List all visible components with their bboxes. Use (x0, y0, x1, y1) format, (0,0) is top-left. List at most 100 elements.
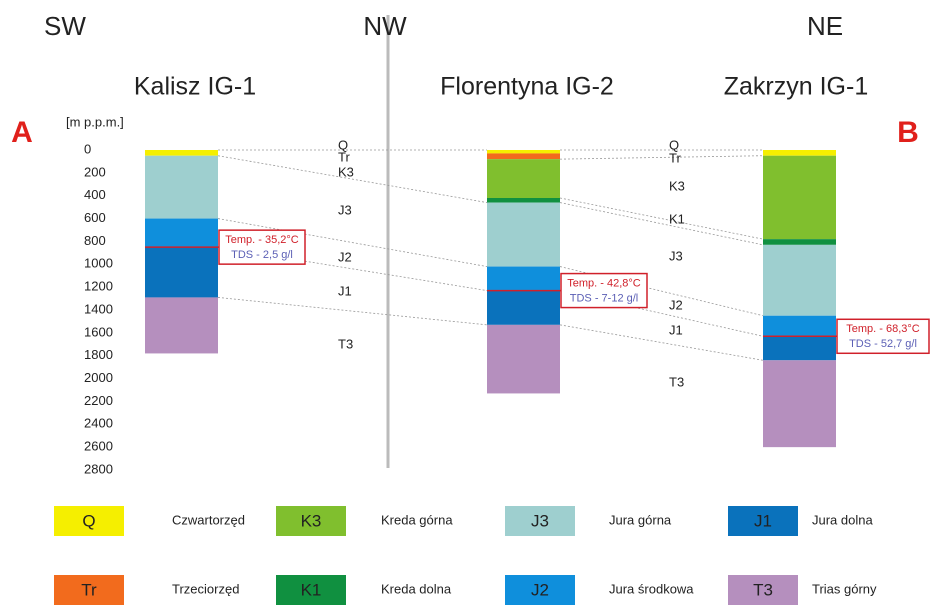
layer (487, 202, 560, 267)
section-label: J1 (669, 322, 683, 337)
depth-tick-label: 400 (84, 187, 106, 202)
legend-code: J3 (531, 511, 549, 530)
tds: TDS - 2,5 g/l (231, 249, 293, 261)
layer (487, 153, 560, 160)
layer (145, 297, 218, 354)
layer (487, 290, 560, 325)
legend-name: Kreda górna (381, 512, 453, 527)
legend-name: Jura górna (609, 512, 672, 527)
legend-swatch (505, 575, 575, 605)
section-label: J2 (338, 249, 352, 264)
section-label: Tr (338, 149, 350, 164)
tds: TDS - 52,7 g/l (849, 338, 917, 350)
legend-swatch (505, 506, 575, 536)
marker: A (11, 116, 33, 149)
layer (763, 336, 836, 361)
legend-code: J1 (754, 511, 772, 530)
layer (145, 247, 218, 298)
legend-code: Q (82, 511, 95, 530)
marker: B (897, 116, 919, 149)
depth-tick-label: 2800 (84, 461, 113, 476)
section-label: K1 (669, 211, 685, 226)
legend-code: T3 (753, 580, 773, 599)
depth-tick-label: 1400 (84, 301, 113, 316)
correlation-line (559, 324, 764, 361)
legend-code: J2 (531, 580, 549, 599)
legend-swatch (54, 506, 124, 536)
depth-tick-label: 1800 (84, 347, 113, 362)
layer (763, 244, 836, 316)
legend-swatch (728, 575, 798, 605)
legend-name: Kreda dolna (381, 581, 452, 596)
section-label: J3 (338, 202, 352, 217)
depth-tick-label: 800 (84, 233, 106, 248)
well-name: Zakrzyn IG-1 (724, 73, 868, 101)
legend-code: Tr (81, 580, 97, 599)
layer (487, 159, 560, 198)
temperature: Temp. - 68,3°C (846, 323, 920, 335)
depth-tick-label: 1000 (84, 256, 113, 271)
legend-name: Trzeciorzęd (172, 581, 239, 596)
depth-tick-label: 2400 (84, 416, 113, 431)
callout-box (836, 318, 930, 355)
layer (145, 155, 218, 219)
layer (487, 198, 560, 203)
depth-tick-label: 2000 (84, 370, 113, 385)
well-name: Kalisz IG-1 (134, 73, 256, 101)
layer (145, 218, 218, 248)
correlation-line (559, 266, 764, 317)
legend-name: Trias górny (812, 581, 877, 596)
legend-swatch (54, 575, 124, 605)
section-label: K3 (669, 178, 685, 193)
legend-swatch (728, 506, 798, 536)
direction: NW (363, 11, 407, 41)
correlation-line (559, 202, 764, 246)
legend-swatch (276, 575, 346, 605)
well-name: Florentyna IG-2 (440, 73, 614, 101)
direction: NE (807, 11, 843, 41)
layer (145, 150, 218, 156)
direction: SW (44, 11, 86, 41)
layer (763, 150, 836, 156)
section-label: J1 (338, 283, 352, 298)
section-label: J3 (669, 248, 683, 263)
correlation-line (217, 155, 488, 203)
section-label: Q (669, 137, 679, 152)
legend-swatch (276, 506, 346, 536)
depth-tick-label: 1200 (84, 279, 113, 294)
layer (763, 155, 836, 240)
depth-tick-label: 200 (84, 164, 106, 179)
depth-tick-label: 0 (84, 141, 91, 156)
section-label: T3 (338, 336, 353, 351)
layer (487, 150, 560, 154)
section-label: Tr (669, 150, 681, 165)
legend-name: Czwartorzęd (172, 512, 245, 527)
layer (487, 266, 560, 291)
section-label: Q (338, 137, 348, 152)
correlation-line (559, 290, 764, 337)
section-label: J2 (669, 297, 683, 312)
depth-tick-label: 600 (84, 210, 106, 225)
correlation-line (217, 297, 488, 326)
legend-name: Jura środkowa (609, 581, 694, 596)
depth-tick-label: 2600 (84, 439, 113, 454)
temperature: Temp. - 35,2°C (225, 234, 299, 246)
section-label: K3 (338, 164, 354, 179)
correlation-line (559, 155, 764, 160)
temperature: Temp. - 42,8°C (567, 277, 641, 289)
section-label: T3 (669, 374, 684, 389)
depth-unit: [m p.p.m.] (66, 114, 124, 129)
depth-tick-label: 1600 (84, 324, 113, 339)
legend-code: K3 (301, 511, 322, 530)
layer (763, 239, 836, 245)
legend-code: K1 (301, 580, 322, 599)
correlation-line (217, 218, 488, 267)
depth-tick-label: 2200 (84, 393, 113, 408)
callout-box (218, 229, 306, 265)
callout-box (560, 272, 648, 309)
legend-name: Jura dolna (812, 512, 873, 527)
correlation-line (559, 197, 764, 240)
tds: TDS - 7-12 g/l (570, 292, 638, 304)
layer (763, 360, 836, 448)
